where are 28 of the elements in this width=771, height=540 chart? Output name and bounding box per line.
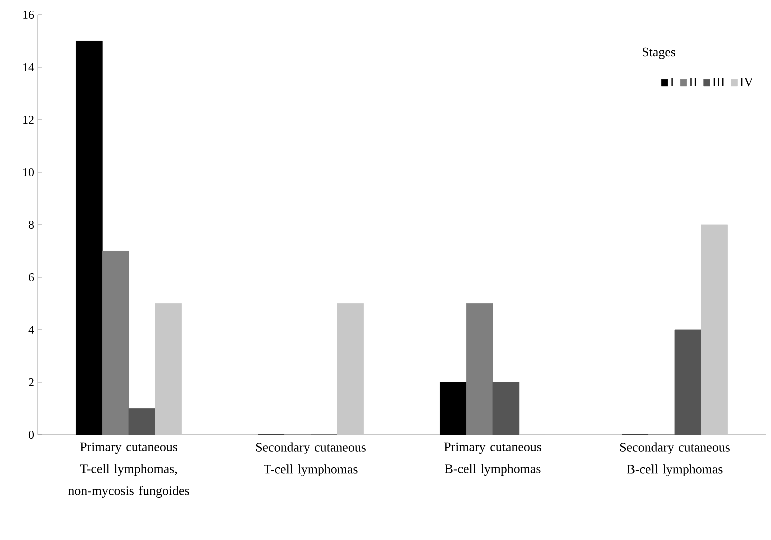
x-tick-label: Secondary cutaneous B-cell lymphomas <box>620 442 730 476</box>
bar <box>155 304 182 436</box>
bar <box>440 382 467 436</box>
bar <box>701 224 728 436</box>
y-tick-label: 14 <box>24 64 34 72</box>
x-tick-label: Primary cutaneous T-cell lymphomas, non-mycosis fungoides <box>68 442 190 498</box>
legend-label: II <box>690 78 698 86</box>
legend-title: Stages <box>642 48 676 60</box>
y-tick-label: 2 <box>29 378 34 386</box>
y-tick-label: 8 <box>28 220 34 230</box>
bar <box>76 41 103 436</box>
bar <box>128 408 156 436</box>
legend-label: III <box>712 78 725 86</box>
bar <box>102 251 130 436</box>
y-tick-label: 0 <box>28 430 34 440</box>
y-tick-label: 6 <box>29 273 34 282</box>
bar <box>337 304 364 436</box>
y-tick-label: 12 <box>24 116 34 124</box>
y-tick-label: 4 <box>28 326 34 334</box>
y-tick-label: 16 <box>24 10 34 19</box>
x-tick-label: Secondary cutaneous T-cell lymphomas <box>256 442 366 476</box>
x-tick-label: Primary cutaneous B-cell lymphomas <box>444 442 542 476</box>
legend-label: IV <box>740 78 754 87</box>
y-tick-label: 10 <box>24 168 34 177</box>
bar <box>492 382 520 436</box>
bar <box>674 330 702 436</box>
legend-label: I <box>670 78 674 86</box>
bar <box>466 304 494 436</box>
